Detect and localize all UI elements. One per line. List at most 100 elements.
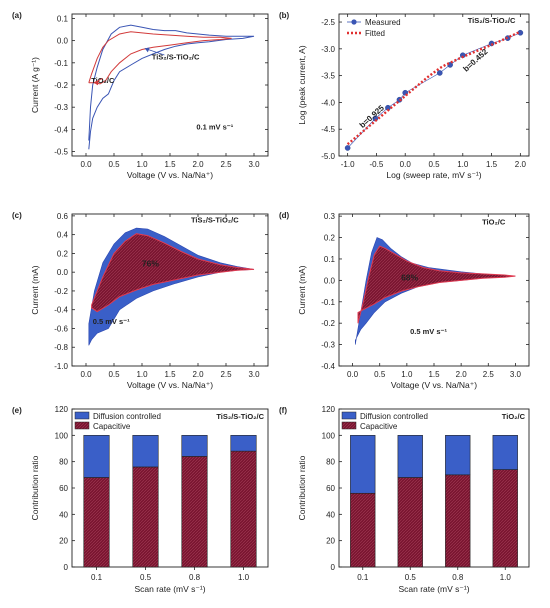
x-axis-label: Voltage (V vs. Na/Na⁺) [391,380,477,390]
bar-segment [132,466,159,568]
bar-segment [350,435,376,494]
x-tick-label: 2.0 [192,370,204,379]
x-tick-label: 0.0 [400,160,412,169]
x-axis-label: Voltage (V vs. Na/Na⁺) [127,380,213,390]
y-tick-label: 0 [331,563,336,572]
bar-segment [230,450,257,568]
y-tick-label: -0.4 [54,125,68,134]
series-line [88,31,232,85]
panel-label: (f) [279,406,287,415]
y-axis-label: Current (A g⁻¹) [30,57,40,113]
bar-segment [181,435,208,457]
y-axis-label: Current (mA) [30,265,40,314]
y-tick-label: -3.5 [321,72,335,81]
y-tick-label: -0.2 [321,319,335,328]
x-tick-label: 0.5 [428,160,440,169]
legend-label: Diffusion controlled [93,412,161,421]
y-tick-label: 0.1 [324,255,336,264]
bar-segment [350,492,376,568]
bar-segment [445,474,471,568]
measured-point [436,70,443,76]
y-tick-label: -0.8 [54,343,68,352]
panel-e: (e) 0 20 40 60 80 100 120 0.1 0.5 0.8 1.0 Scan rate … [12,405,269,594]
x-tick-label: 2.0 [192,160,204,169]
panel-label: (a) [12,11,22,20]
legend-swatch [341,411,357,420]
bar-segment [492,435,518,470]
x-tick-label: 3.0 [248,370,260,379]
y-tick-label: 0.3 [324,212,336,221]
x-tick-label: 0.8 [189,573,201,582]
bar-segment [83,477,110,568]
y-tick-label: 0.0 [324,276,336,285]
x-tick-label: 2.5 [483,370,495,379]
x-tick-label: 0.1 [91,573,103,582]
y-tick-label: -0.4 [54,306,68,315]
x-tick-label: 1.0 [500,573,512,582]
y-tick-label: -3.0 [321,45,335,54]
legend-label: Diffusion controlled [360,412,428,421]
y-tick-label: -0.5 [54,148,68,157]
panel-f: (f) 0 20 40 60 80 100 120 0.1 0.5 0.8 1.0 Scan rate … [279,405,530,594]
legend-swatch [341,421,357,430]
x-tick-label: 2.5 [220,160,232,169]
y-tick-label: 100 [55,431,69,440]
x-tick-label: 0.8 [452,573,464,582]
bar-segment [492,469,518,568]
y-tick-label: 120 [55,405,69,414]
legend-label: Capacitive [360,422,398,431]
y-tick-label: -0.6 [54,324,68,333]
x-tick-label: 1.5 [164,370,176,379]
x-tick-label: 2.0 [515,160,527,169]
annotation: 0.1 mV s⁻¹ [196,122,233,131]
x-tick-label: 1.5 [164,160,176,169]
x-tick-label: -0.5 [370,160,384,169]
arrow-head [93,80,99,86]
y-tick-label: 60 [326,484,335,493]
panel-label: (d) [279,211,290,220]
x-axis-label: Log (sweep rate, mV s⁻¹) [386,170,481,180]
x-tick-label: -1.0 [341,160,355,169]
bar-segment [397,477,423,568]
legend-label: Capacitive [93,422,131,431]
bar-segment [445,435,471,476]
x-axis-label: Scan rate (mV s⁻¹) [398,584,469,594]
x-tick-label: 0.5 [405,573,417,582]
panel-d: (d) -0.4 -0.3 -0.2 -0.1 0.0 0.1 0.2 0.3 0.0 0.5 1.0… [279,211,530,390]
y-tick-label: -4.5 [321,125,335,134]
bar-segment [83,435,110,478]
y-axis-label: Log (peak current, A) [297,45,307,125]
y-tick-label: 80 [326,458,335,467]
annotation: 0.5 mV s⁻¹ [410,327,447,336]
y-tick-label: -2.5 [321,18,335,27]
y-tick-label: 0 [64,563,69,572]
x-tick-label: 3.0 [248,160,260,169]
panel-b: (b) -5.0 -4.5 -4.0 -3.5 -3.0 -2.5 -1.0 -0.5 0.0 0.… [279,11,530,180]
bar-segment [397,435,423,478]
legend-marker [351,19,357,25]
panel-label: (b) [279,11,290,20]
x-tick-label: 1.5 [486,160,498,169]
y-tick-label: 80 [59,458,68,467]
series-line [88,24,255,150]
y-tick-label: -0.4 [321,362,335,371]
y-tick-label: 100 [322,431,336,440]
bar-segment [230,435,257,452]
arrow-head [144,47,150,53]
x-tick-label: 0.5 [374,370,386,379]
annotation: 68% [401,272,418,282]
y-tick-label: -0.1 [54,59,68,68]
annotation: TiS₂/S-TiO₂/C [191,215,239,224]
y-tick-label: 40 [59,510,68,519]
sample-label: TiO₂/C [502,412,526,421]
y-tick-label: -0.3 [321,341,335,350]
panel-label: (c) [12,211,22,220]
annotation: TiO₂/C [91,76,115,85]
x-tick-label: 0.5 [108,370,120,379]
y-axis-label: Contribution ratio [297,455,307,520]
legend-label: Fitted [365,29,385,38]
bar-segment [181,456,208,568]
x-tick-label: 0.1 [357,573,369,582]
x-tick-label: 2.5 [220,370,232,379]
y-tick-label: 20 [59,537,68,546]
